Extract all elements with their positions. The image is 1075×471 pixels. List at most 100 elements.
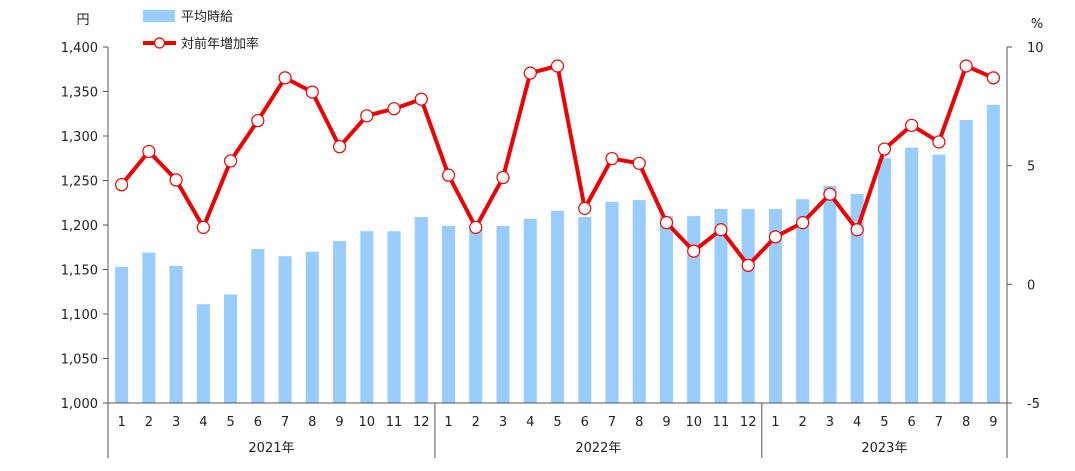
left-tick-label: 1,050 [61,353,98,368]
growth-rate-point-22 [687,244,701,258]
bar-18 [578,216,592,403]
month-tick-label: 3 [172,415,180,430]
left-tick-label: 1,250 [61,175,98,190]
legend-bar-swatch [143,10,175,22]
bar-9 [333,241,347,403]
year-label: 2023年 [861,441,907,456]
legend-line-label: 対前年増加率 [181,36,259,52]
growth-rate-point-3 [169,173,183,187]
growth-rate-point-7 [278,71,292,85]
growth-rate-point-14 [469,220,483,234]
month-tick-label: 6 [581,415,589,430]
growth-rate-point-32 [959,59,973,73]
bar-32 [959,119,973,403]
month-tick-label: 4 [199,415,207,430]
bar-8 [305,251,319,403]
month-tick-label: 2 [472,415,480,430]
month-tick-label: 9 [662,415,670,430]
growth-rate-point-30 [905,118,919,132]
month-tick-label: 6 [254,415,262,430]
bar-6 [251,249,265,403]
bar-10 [360,231,374,403]
month-tick-label: 5 [880,415,888,430]
growth-rate-point-1 [115,178,129,192]
right-tick-label: 5 [1027,160,1035,175]
month-tick-label: 11 [713,415,730,430]
month-tick-label: 1 [117,415,125,430]
bar-1 [115,266,129,403]
growth-rate-point-29 [877,142,892,156]
growth-rate-point-31 [932,135,946,149]
right-axis-unit: % [1031,17,1043,32]
legend-bar-label: 平均時給 [181,10,233,25]
growth-rate-point-19 [605,151,619,166]
month-tick-label: 11 [386,415,403,430]
bar-19 [605,201,619,403]
growth-rate-point-28 [850,223,864,237]
month-tick-label: 1 [771,415,779,430]
growth-rate-point-27 [823,187,837,201]
right-tick-label: -5 [1027,397,1040,412]
left-tick-label: 1,100 [61,308,98,323]
growth-rate-point-16 [523,66,537,80]
left-tick-label: 1,200 [61,219,98,234]
growth-rate-point-18 [578,201,592,215]
month-tick-label: 10 [685,415,702,430]
month-tick-label: 9 [989,415,997,430]
bar-23 [714,208,728,403]
growth-rate-point-9 [332,140,347,154]
month-tick-label: 12 [740,415,757,430]
bar-21 [659,216,674,403]
month-tick-label: 12 [413,415,430,430]
left-tick-label: 1,300 [61,130,98,145]
right-tick-label: 0 [1027,278,1035,293]
bar-31 [932,154,946,403]
bar-26 [796,199,810,403]
bar-20 [632,200,646,403]
month-tick-label: 7 [608,415,616,430]
growth-rate-point-6 [251,113,265,128]
growth-rate-point-17 [550,59,565,73]
bar-33 [986,104,1000,403]
bar-5 [224,294,238,403]
bar-7 [278,256,292,403]
year-label: 2021年 [248,441,294,456]
legend-line-marker [153,37,166,49]
left-tick-label: 1,000 [61,397,98,412]
growth-rate-point-12 [414,92,428,106]
year-label: 2022年 [575,441,621,456]
month-tick-label: 2 [145,415,153,430]
growth-rate-point-23 [714,223,728,237]
month-tick-label: 8 [962,415,970,430]
growth-rate-point-8 [305,85,319,99]
growth-rate-point-10 [360,109,374,123]
left-tick-label: 1,350 [61,86,98,101]
bar-24 [741,208,755,403]
growth-rate-point-5 [223,154,238,168]
bar-28 [850,193,864,403]
growth-rate-point-11 [387,102,401,116]
left-tick-label: 1,400 [61,41,98,56]
growth-rate-point-13 [441,168,456,182]
growth-rate-point-26 [796,216,810,230]
bar-13 [441,225,456,403]
left-tick-label: 1,150 [61,264,98,279]
bar-17 [550,210,565,403]
month-tick-label: 9 [335,415,343,430]
month-tick-label: 6 [908,415,916,430]
bar-29 [877,158,891,403]
month-tick-label: 1 [444,415,452,430]
month-tick-label: 7 [281,415,289,430]
bar-22 [687,216,701,403]
bar-3 [169,265,183,403]
month-tick-label: 7 [935,415,943,430]
month-tick-label: 2 [799,415,807,430]
growth-rate-point-4 [196,220,210,234]
month-tick-label: 4 [526,415,534,430]
growth-rate-point-21 [659,216,674,230]
month-tick-label: 3 [499,415,507,430]
month-tick-label: 5 [226,415,234,430]
left-axis-unit: 円 [76,13,89,28]
growth-rate-point-25 [768,230,783,244]
